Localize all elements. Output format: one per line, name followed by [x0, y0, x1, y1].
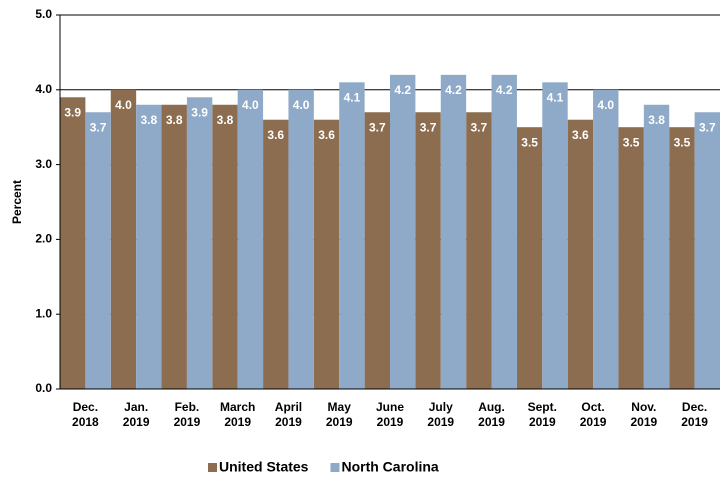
x-tick-label: 2019 [580, 415, 607, 429]
x-tick-label: July [429, 400, 453, 414]
value-label: 3.8 [166, 113, 183, 127]
legend-swatch [330, 463, 340, 472]
bar [161, 104, 187, 389]
bar [491, 74, 517, 389]
x-tick-label: Feb. [175, 400, 200, 414]
bar [237, 89, 264, 390]
bar [567, 119, 594, 389]
bar [60, 97, 86, 389]
x-tick-label: 2019 [377, 415, 404, 429]
bar [186, 97, 213, 389]
value-label: 3.8 [648, 113, 665, 127]
x-tick-label: 2018 [72, 415, 99, 429]
value-label: 3.7 [90, 120, 107, 134]
value-label: 3.5 [623, 135, 640, 149]
value-label: 4.0 [597, 98, 614, 112]
bar [263, 119, 289, 389]
y-tick-label: 4.0 [35, 82, 52, 96]
x-tick-label: Aug. [478, 400, 505, 414]
x-tick-label: Sept. [528, 400, 557, 414]
value-label: 3.7 [471, 120, 488, 134]
x-tick-label: 2019 [275, 415, 302, 429]
bar [542, 82, 568, 389]
bar [669, 127, 695, 389]
y-tick-label: 3.0 [35, 157, 52, 171]
x-tick-label: June [376, 400, 404, 414]
bar [313, 119, 340, 389]
bar [593, 89, 619, 390]
bar [466, 112, 492, 390]
bar [339, 82, 365, 389]
x-tick-label: April [275, 400, 302, 414]
bar [85, 112, 111, 390]
x-tick-label: Dec. [682, 400, 707, 414]
y-tick-label: 1.0 [35, 306, 52, 320]
bar [440, 74, 467, 389]
value-label: 3.9 [191, 105, 208, 119]
value-label: 3.6 [318, 128, 335, 142]
x-tick-label: May [328, 400, 352, 414]
value-label: 3.7 [699, 120, 716, 134]
y-axis-label: Percent [10, 180, 24, 224]
bar [136, 104, 162, 389]
bar [643, 104, 670, 389]
x-tick-label: 2019 [123, 415, 150, 429]
y-tick-label: 0.0 [35, 381, 52, 395]
bar [110, 89, 137, 390]
x-tick-label: Oct. [581, 400, 604, 414]
value-label: 4.2 [394, 83, 411, 97]
value-label: 3.5 [521, 135, 538, 149]
bar [212, 104, 238, 389]
x-tick-label: 2019 [529, 415, 556, 429]
value-label: 3.9 [64, 105, 81, 119]
value-label: 4.0 [293, 98, 310, 112]
y-tick-label: 2.0 [35, 232, 52, 246]
x-tick-label: 2019 [174, 415, 201, 429]
value-label: 4.1 [344, 90, 361, 104]
bar [694, 112, 720, 390]
bar [415, 112, 441, 390]
bar [288, 89, 314, 390]
x-tick-label: 2019 [224, 415, 251, 429]
value-label: 3.6 [572, 128, 589, 142]
legend-label: North Carolina [341, 459, 438, 475]
bar [390, 74, 416, 389]
bar [364, 112, 390, 390]
x-tick-label: March [220, 400, 255, 414]
value-label: 3.7 [369, 120, 386, 134]
value-label: 4.1 [547, 90, 564, 104]
value-label: 3.6 [267, 128, 284, 142]
bar [516, 127, 543, 389]
x-tick-label: Dec. [73, 400, 98, 414]
x-tick-label: Jan. [124, 400, 148, 414]
value-label: 4.0 [115, 98, 132, 112]
value-label: 3.7 [420, 120, 437, 134]
value-label: 3.5 [674, 135, 691, 149]
legend-label: United States [219, 459, 309, 475]
x-tick-label: 2019 [630, 415, 657, 429]
bar [618, 127, 644, 389]
value-label: 3.8 [217, 113, 234, 127]
y-tick-label: 5.0 [35, 7, 52, 21]
value-label: 3.8 [141, 113, 158, 127]
x-tick-label: Nov. [631, 400, 656, 414]
value-label: 4.2 [496, 83, 513, 97]
legend-swatch [208, 463, 217, 472]
value-label: 4.2 [445, 83, 462, 97]
x-tick-label: 2019 [681, 415, 708, 429]
x-tick-label: 2019 [478, 415, 505, 429]
x-tick-label: 2019 [427, 415, 454, 429]
value-label: 4.0 [242, 98, 259, 112]
x-tick-label: 2019 [326, 415, 353, 429]
